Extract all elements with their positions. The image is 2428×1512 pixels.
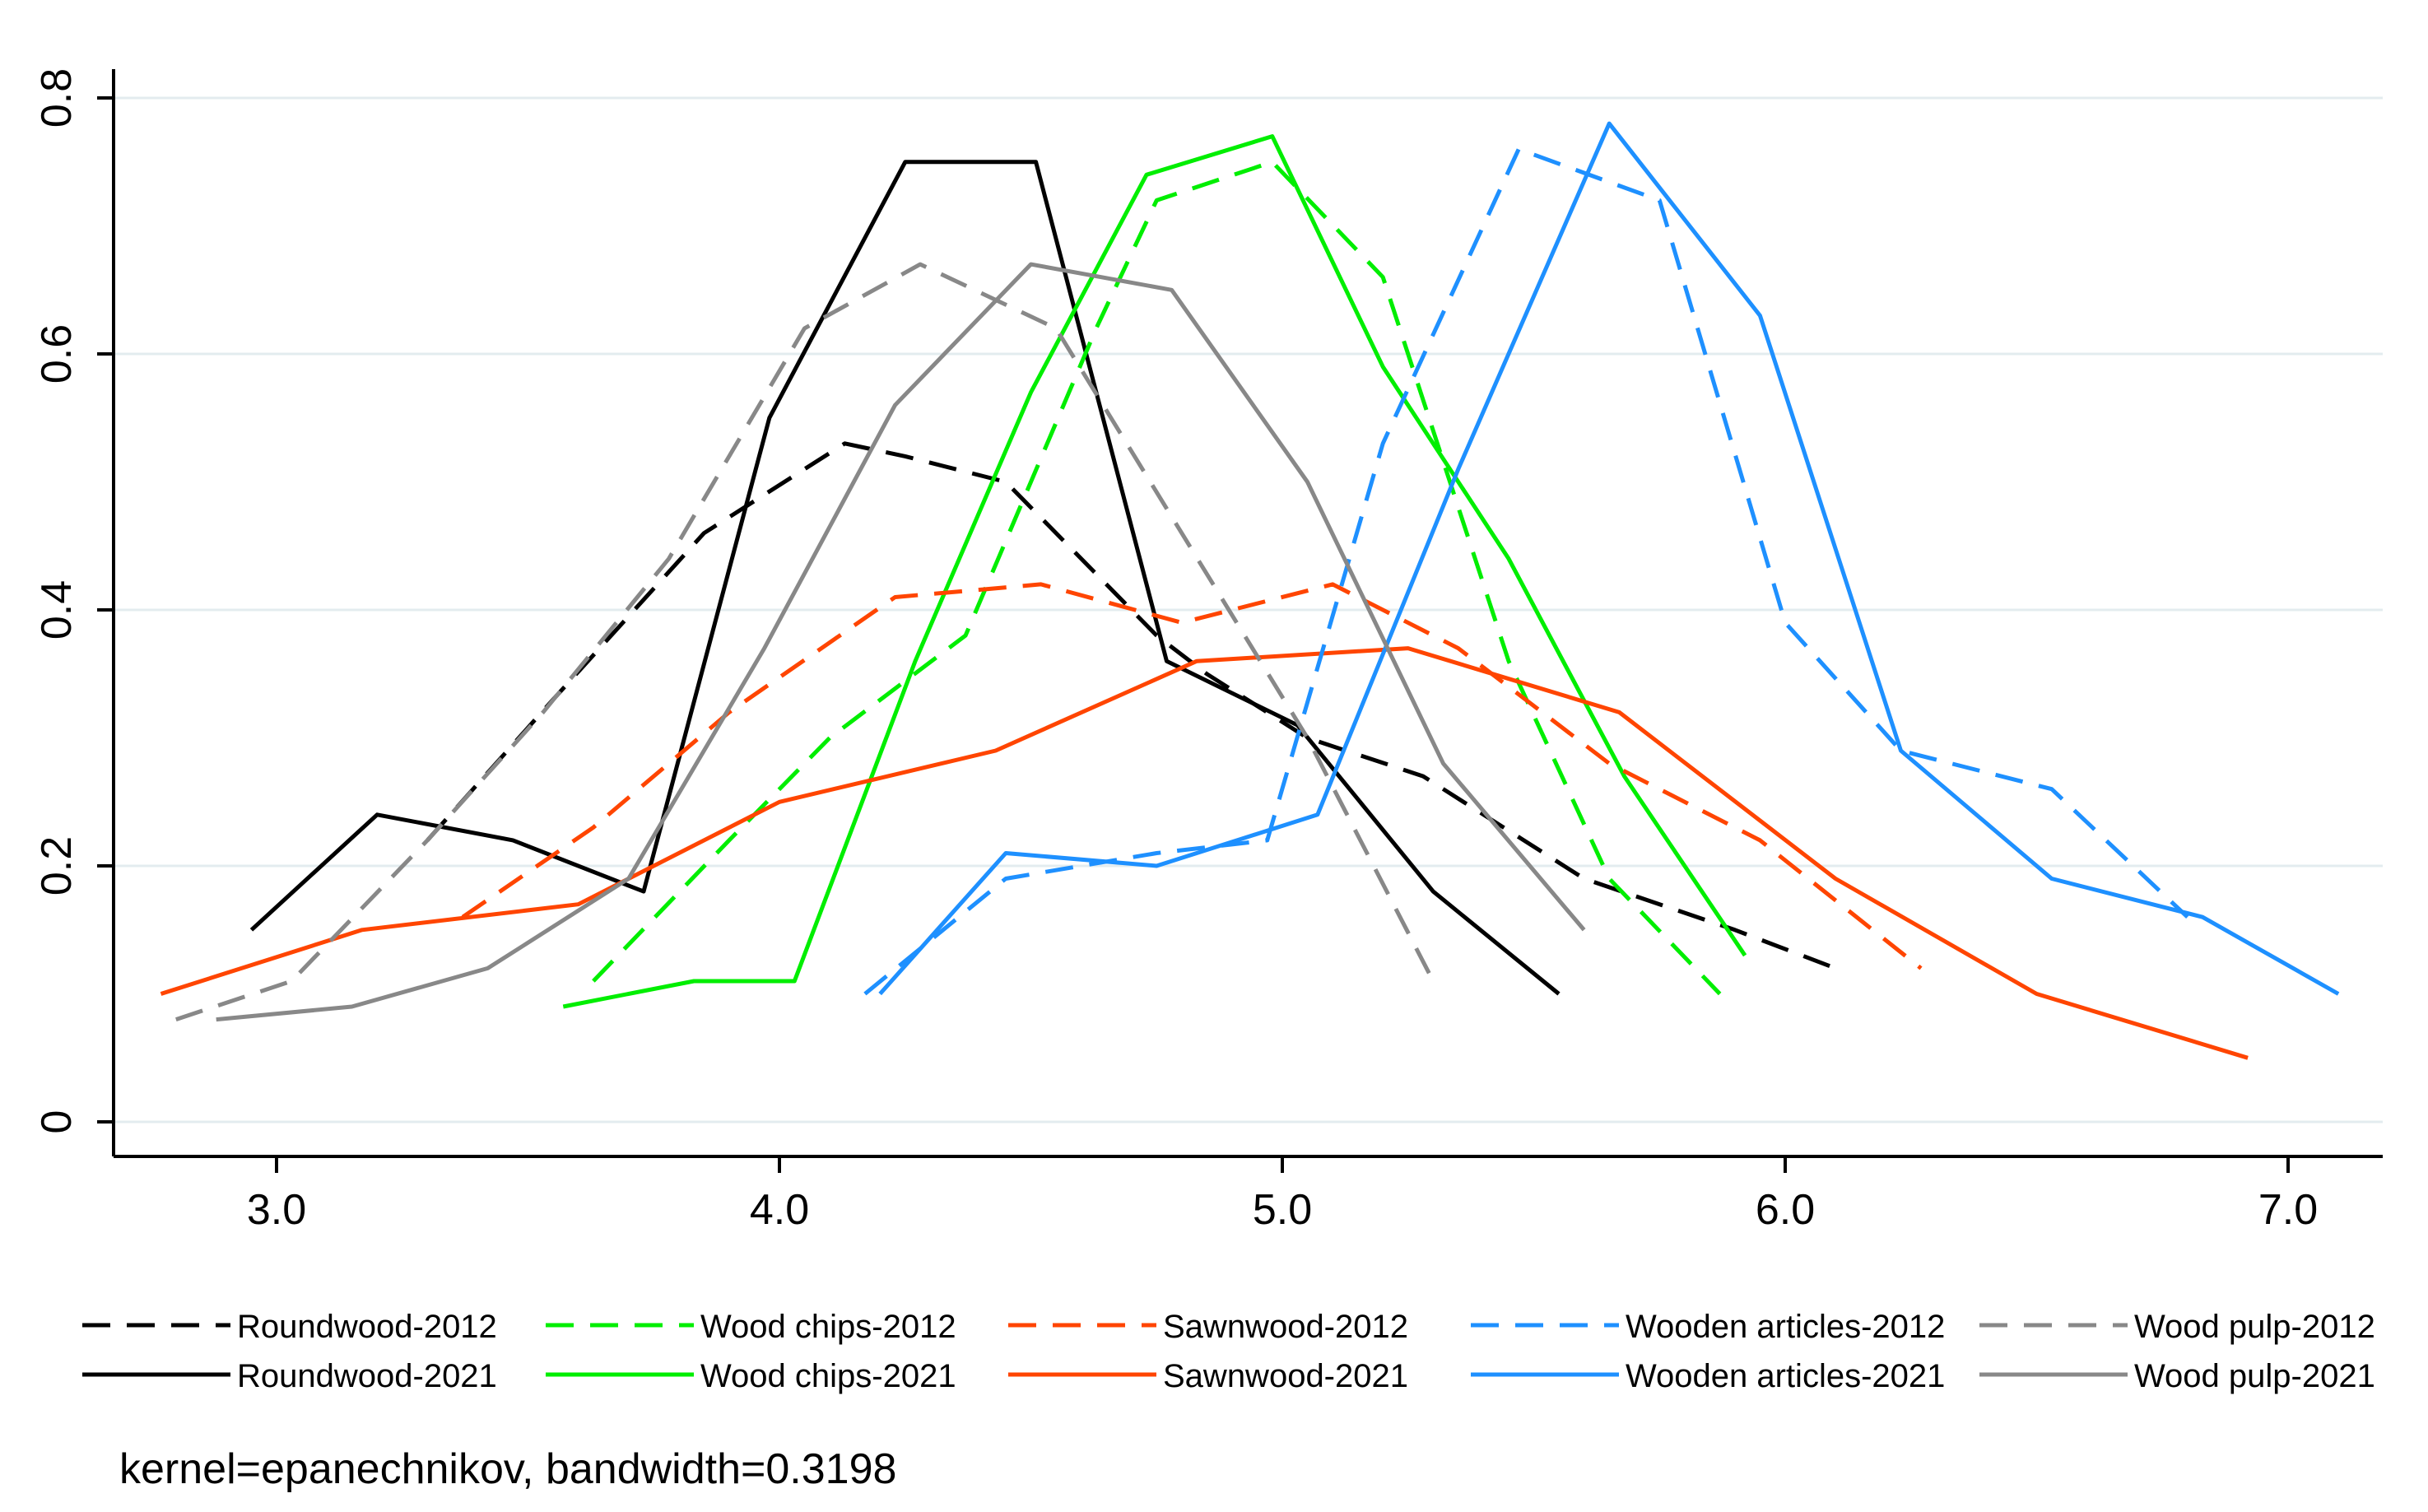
legend-label: Roundwood-2012 [237, 1309, 497, 1345]
x-tick-label: 5.0 [1253, 1186, 1312, 1234]
x-tick-label: 7.0 [2258, 1186, 2318, 1234]
legend-label: Wood pulp-2012 [2134, 1309, 2375, 1345]
y-tick-label: 0.4 [33, 580, 81, 640]
y-tick-label: 0.2 [33, 836, 81, 896]
series-line-wood-chips-2012 [592, 160, 1722, 996]
legend: Roundwood-2012 Wood chips-2012 Sawnwood-20… [82, 1309, 2375, 1394]
axes [112, 69, 2383, 1158]
y-tick-label: 0.6 [33, 324, 81, 384]
legend-label: Wood pulp-2021 [2134, 1358, 2375, 1394]
x-tick-label: 4.0 [750, 1186, 809, 1234]
series-line-wood-pulp-2012 [175, 262, 1435, 1021]
ticks: 0 0.2 0.4 0.6 0.8 3.0 4.0 5.0 6.0 7.0 [33, 68, 2318, 1234]
legend-label: Wood chips-2021 [700, 1358, 956, 1394]
legend-label: Roundwood-2021 [237, 1358, 497, 1394]
series-line-wooden-articles-2012 [863, 147, 2189, 996]
series-line-wood-pulp-2021 [216, 262, 1586, 1022]
series-line-sawnwood-2021 [160, 646, 2249, 1060]
legend-label: Wooden articles-2021 [1626, 1358, 1945, 1394]
x-tick-label: 3.0 [247, 1186, 306, 1234]
series-lines [160, 121, 2340, 1060]
kernel-note: kernel=epanechnikov, bandwidth=0.3198 [119, 1445, 897, 1493]
grid-lines [114, 96, 2383, 1124]
y-tick-label: 0 [33, 1110, 81, 1134]
series-line-wood-chips-2021 [562, 134, 1747, 1009]
legend-label: Wood chips-2012 [700, 1309, 956, 1345]
legend-label: Sawnwood-2021 [1163, 1358, 1408, 1394]
legend-label: Sawnwood-2012 [1163, 1309, 1408, 1345]
series-line-wooden-articles-2021 [878, 121, 2340, 996]
legend-label: Wooden articles-2012 [1626, 1309, 1945, 1345]
x-tick-label: 6.0 [1756, 1186, 1815, 1234]
series-line-roundwood-2012 [426, 441, 1836, 970]
series-line-sawnwood-2012 [461, 582, 1923, 970]
y-tick-label: 0.8 [33, 68, 81, 128]
series-line-roundwood-2021 [249, 160, 1561, 996]
